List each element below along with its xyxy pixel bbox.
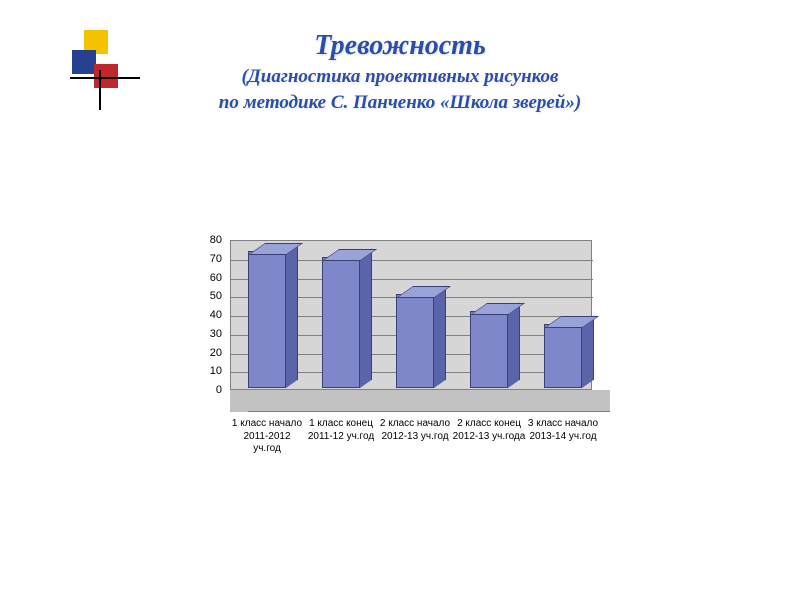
bar-front bbox=[248, 251, 286, 388]
y-tick-label: 10 bbox=[180, 365, 222, 377]
bar bbox=[470, 311, 508, 388]
slide-title: Тревожность bbox=[0, 30, 800, 62]
x-tick-label: 1 класс конец 2011-12 уч.год bbox=[304, 418, 378, 443]
subtitle-line-2: по методике С. Панченко «Школа зверей») bbox=[219, 92, 581, 113]
x-tick-label: 2 класс начало 2012-13 уч.год bbox=[378, 418, 452, 443]
slide-subtitle: (Диагностика проективных рисунков по мет… bbox=[0, 64, 800, 115]
slide-header: Тревожность (Диагностика проективных рис… bbox=[0, 30, 800, 115]
y-tick-label: 30 bbox=[180, 328, 222, 340]
bar-side bbox=[434, 286, 446, 388]
anxiety-bar-chart: 01020304050607080 1 класс начало 2011-20… bbox=[180, 240, 620, 500]
y-tick-label: 20 bbox=[180, 347, 222, 359]
subtitle-line-1: (Диагностика проективных рисунков bbox=[241, 66, 558, 87]
bar-front bbox=[470, 311, 508, 388]
x-tick-label: 1 класс начало 2011-2012 уч.год bbox=[230, 418, 304, 456]
x-tick-label: 3 класс начало 2013-14 уч.год bbox=[526, 418, 600, 443]
y-tick-label: 60 bbox=[180, 272, 222, 284]
bar-side bbox=[508, 303, 520, 388]
bar bbox=[544, 324, 582, 388]
bar-front bbox=[544, 324, 582, 388]
bar-side bbox=[360, 248, 372, 388]
chart-plot-area bbox=[230, 240, 610, 410]
x-axis-labels: 1 класс начало 2011-2012 уч.год1 класс к… bbox=[230, 418, 610, 488]
x-tick-label: 2 класс конец 2012-13 уч.года bbox=[452, 418, 526, 443]
bar bbox=[248, 251, 286, 388]
y-tick-label: 0 bbox=[180, 384, 222, 396]
y-tick-label: 40 bbox=[180, 309, 222, 321]
bar bbox=[396, 294, 434, 388]
bar-side bbox=[286, 243, 298, 388]
chart-floor bbox=[230, 390, 610, 412]
y-tick-label: 70 bbox=[180, 253, 222, 265]
y-tick-label: 80 bbox=[180, 234, 222, 246]
y-tick-label: 50 bbox=[180, 290, 222, 302]
bar-front bbox=[396, 294, 434, 388]
bar bbox=[322, 257, 360, 388]
bar-front bbox=[322, 257, 360, 388]
